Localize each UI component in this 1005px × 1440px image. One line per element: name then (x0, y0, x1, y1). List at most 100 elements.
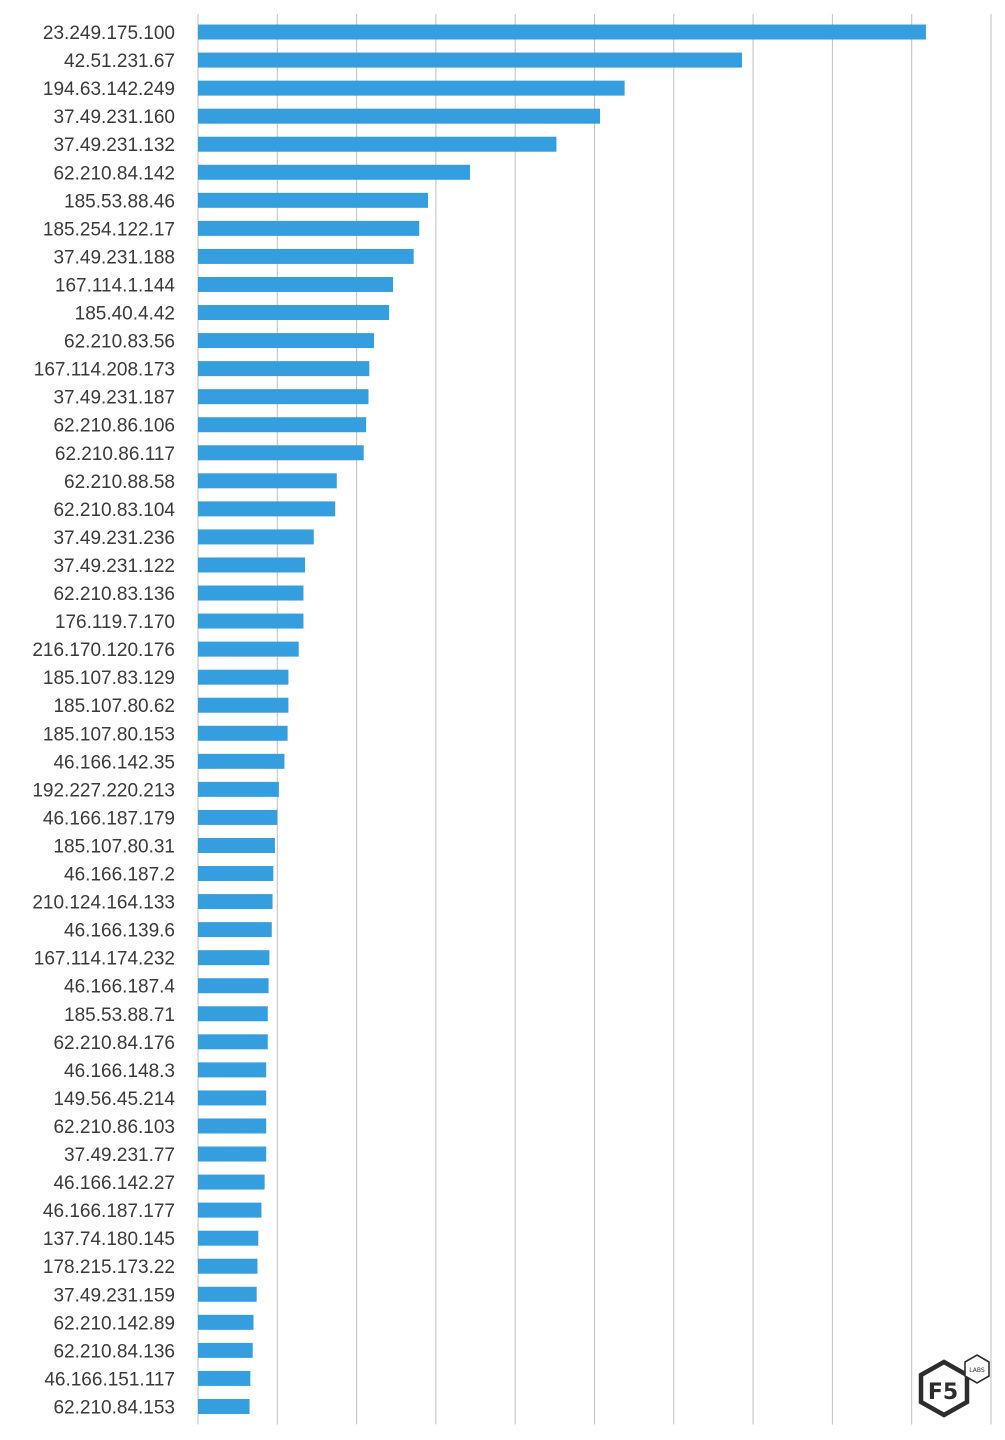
bar (198, 52, 742, 68)
bar (198, 136, 557, 152)
category-label: 178.215.173.22 (43, 1257, 175, 1278)
bar (198, 1118, 267, 1134)
bar (198, 557, 306, 573)
category-label: 46.166.187.2 (64, 865, 175, 886)
category-label: 37.49.231.77 (64, 1145, 175, 1166)
bar (198, 950, 270, 966)
category-label: 46.166.187.179 (43, 808, 175, 829)
bar (198, 1202, 262, 1218)
category-label: 42.51.231.67 (64, 51, 175, 72)
bar (198, 248, 414, 264)
bar (198, 669, 289, 685)
category-label: 37.49.231.188 (53, 247, 175, 268)
f5-labs-logo: F5 LABS (918, 1354, 990, 1418)
category-label: 46.166.148.3 (64, 1061, 175, 1082)
logo-brand-text: F5 (928, 1380, 958, 1405)
bar (198, 361, 370, 377)
bar (198, 473, 337, 489)
bar (198, 809, 278, 825)
category-label: 137.74.180.145 (43, 1229, 175, 1250)
category-label: 62.210.84.142 (53, 163, 175, 184)
category-labels: 23.249.175.100 42.51.231.67 194.63.142.249… (32, 23, 175, 1418)
category-label: 23.249.175.100 (43, 23, 175, 44)
bar (198, 501, 336, 517)
category-label: 62.210.86.106 (53, 416, 175, 437)
bar (198, 753, 285, 769)
category-label: 37.49.231.236 (53, 528, 175, 549)
category-label: 167.114.1.144 (55, 275, 176, 296)
category-label: 149.56.45.214 (53, 1089, 175, 1110)
bar (198, 641, 299, 657)
bar (198, 164, 470, 180)
logo-badge-hexagon (964, 1354, 990, 1384)
category-label: 194.63.142.249 (43, 79, 175, 100)
bar (198, 305, 390, 321)
bar (198, 333, 375, 349)
bar (198, 24, 926, 40)
bar (198, 1370, 251, 1386)
category-label: 62.210.84.136 (53, 1341, 175, 1362)
category-label: 176.119.7.170 (55, 612, 175, 633)
bar (198, 192, 428, 208)
bar (198, 1398, 250, 1414)
category-label: 37.49.231.187 (53, 388, 175, 409)
category-label: 62.210.83.56 (64, 332, 175, 353)
category-label: 62.210.88.58 (64, 472, 175, 493)
bar (198, 1146, 267, 1162)
category-label: 62.210.83.104 (53, 500, 175, 521)
bar (198, 922, 272, 938)
bar (198, 1062, 267, 1078)
category-label: 185.107.80.153 (43, 724, 175, 745)
bar (198, 445, 364, 461)
category-label: 46.166.142.27 (53, 1173, 175, 1194)
bar (198, 417, 367, 433)
category-label: 62.210.83.136 (53, 584, 175, 605)
bar (198, 837, 275, 853)
bar (198, 697, 289, 713)
bar (198, 978, 269, 994)
bar (198, 866, 274, 882)
category-label: 167.114.174.232 (34, 949, 175, 970)
bar (198, 1342, 253, 1358)
bar (198, 220, 420, 236)
category-label: 185.107.83.129 (43, 668, 175, 689)
category-label: 62.210.86.103 (53, 1117, 175, 1138)
category-label: 62.210.84.176 (53, 1033, 175, 1054)
bar (198, 1286, 257, 1302)
bar (198, 613, 304, 629)
bar (198, 80, 625, 96)
bar (198, 276, 394, 292)
bar (198, 894, 273, 910)
category-label: 37.49.231.159 (53, 1285, 175, 1306)
logo-badge-text: LABS (969, 1367, 985, 1374)
category-label: 210.124.164.133 (32, 893, 175, 914)
bar (198, 1174, 265, 1190)
category-label: 185.53.88.71 (64, 1005, 175, 1026)
category-label: 185.107.80.31 (53, 836, 175, 857)
bar (198, 585, 304, 601)
category-label: 46.166.142.35 (53, 752, 175, 773)
category-label: 46.166.139.6 (64, 921, 175, 942)
category-label: 216.170.120.176 (32, 640, 175, 661)
bar (198, 1230, 259, 1246)
bar (198, 1314, 254, 1330)
bar (198, 389, 369, 405)
category-label: 167.114.208.173 (34, 360, 175, 381)
bar (198, 1034, 268, 1050)
category-label: 37.49.231.122 (53, 556, 175, 577)
bar (198, 781, 279, 797)
bar (198, 1006, 268, 1022)
bar (198, 1090, 267, 1106)
bar (198, 1258, 258, 1274)
category-label: 62.210.84.153 (53, 1397, 175, 1418)
category-label: 185.40.4.42 (75, 304, 175, 325)
category-label: 192.227.220.213 (32, 780, 175, 801)
category-label: 46.166.187.4 (64, 977, 175, 998)
bars (198, 24, 926, 1414)
category-label: 37.49.231.160 (53, 107, 175, 128)
bar (198, 108, 601, 124)
category-label: 46.166.151.117 (44, 1369, 175, 1390)
bar (198, 529, 314, 545)
category-label: 37.49.231.132 (53, 135, 175, 156)
